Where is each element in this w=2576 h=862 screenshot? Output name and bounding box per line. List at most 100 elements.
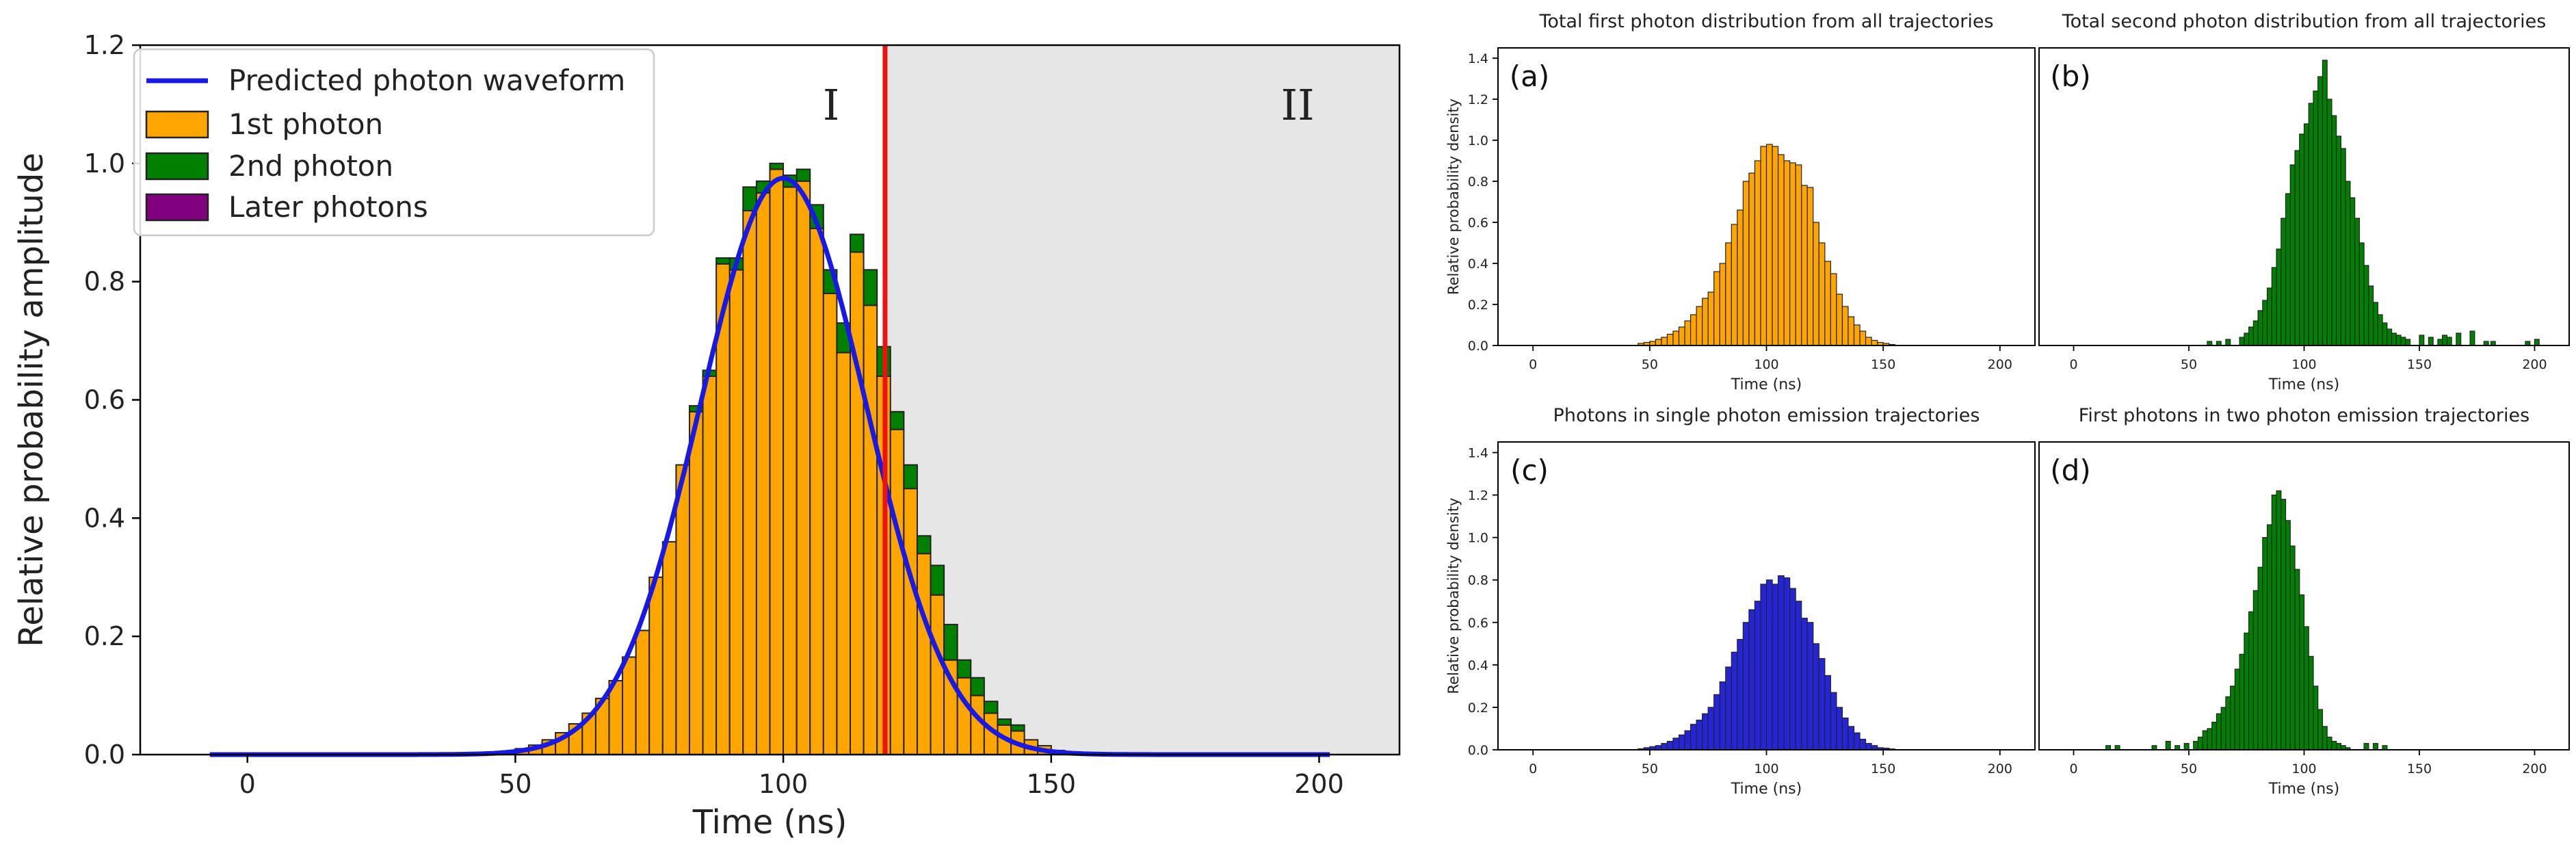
panel-a-bar: [1824, 261, 1831, 346]
bar-1st-photon: [648, 576, 663, 755]
panel-a-bar: [1830, 273, 1837, 346]
bar-2nd-photon: [943, 623, 958, 661]
panel-d-x-axis-label: Time (ns): [2268, 781, 2339, 798]
panel-b-bar: [2345, 181, 2351, 346]
panel-a-bar: [1684, 320, 1692, 346]
panel-d-bar: [2165, 740, 2171, 750]
panel-c-bar: [1836, 707, 1843, 750]
panel-c-bar: [1713, 694, 1720, 750]
panel-b-bar: [2437, 339, 2443, 346]
panel-a-bar: [1655, 339, 1662, 346]
bar-1st-photon: [688, 410, 704, 755]
y-tick-label: 0.4: [84, 503, 125, 533]
bar-1st-photon: [783, 186, 798, 755]
panel-c-bar: [1853, 732, 1861, 750]
panel-b-bar: [2257, 310, 2263, 346]
main-bars: [488, 162, 1079, 756]
bar-2nd-photon: [796, 168, 811, 182]
panel-b-bar: [2322, 60, 2328, 346]
panel-b-bar: [2391, 332, 2397, 346]
panel-d-bar: [2207, 728, 2213, 750]
panel-b-bar: [2299, 133, 2305, 346]
panel-b-bar: [2395, 335, 2402, 346]
panel-a-bar: [1836, 293, 1843, 346]
panel-b-bar: [2271, 267, 2277, 346]
panel-d-bar: [2313, 685, 2319, 750]
panel-a-y-tick-label: 0.2: [1468, 298, 1488, 313]
panel-b-bar: [2534, 339, 2540, 346]
region-label-I: I: [823, 80, 840, 130]
panel-b-bar: [2313, 90, 2319, 346]
panel-d-title: First photons in two photon emission tra…: [2079, 405, 2529, 426]
bar-1st-photon: [822, 292, 838, 755]
bar-1st-photon: [742, 209, 757, 755]
panel-c-y-tick-label: 0.0: [1468, 743, 1488, 758]
panel-b-bar: [2400, 337, 2406, 346]
panel-c-bar: [1841, 717, 1849, 750]
panel-d-x-tick-label: 100: [2291, 761, 2316, 776]
panel-b-bar: [2225, 339, 2231, 346]
panel-d-bar: [2294, 569, 2300, 750]
panel-c-x-axis-label: Time (ns): [1731, 781, 1802, 798]
panel-c-bar: [1696, 719, 1703, 750]
panel-b-x-tick-label: 0: [2069, 357, 2077, 372]
main-x-axis-label: Time (ns): [692, 803, 847, 841]
panel-d-bar: [2322, 726, 2328, 750]
panel-c-bar: [1801, 617, 1808, 750]
panel-a-title: Total first photon distribution from all…: [1538, 11, 1993, 32]
bar-2nd-photon: [715, 257, 731, 265]
legend-label-2nd-photon: 2nd photon: [228, 149, 393, 183]
panel-b-x-axis-label: Time (ns): [2268, 376, 2339, 393]
panel-c-bar: [1772, 584, 1779, 750]
panel-c-bar: [1678, 734, 1685, 750]
panel-c-bar: [1859, 738, 1867, 750]
panel-d-bar: [2331, 740, 2337, 750]
panel-c-y-tick-label: 0.6: [1468, 616, 1488, 631]
bar-2nd-photon: [889, 410, 905, 430]
panel-a-bar: [1848, 316, 1855, 346]
panel-a-x-tick-label: 100: [1754, 357, 1778, 372]
y-tick-label: 1.0: [84, 148, 125, 179]
panel-a-bar: [1789, 162, 1796, 346]
y-tick-label: 0.6: [84, 385, 125, 415]
panel-c: 0 50 100 150 200 0.0 0.2 0.4 0.6 0.8 1.0 1.2 1.4 Pho…: [1445, 405, 2036, 798]
bar-1st-photon: [889, 428, 905, 755]
panel-b-bar: [2336, 135, 2342, 346]
panel-b-label: (b): [2050, 60, 2090, 93]
panel-b-bar: [2405, 339, 2411, 346]
panel-d-bar: [2326, 736, 2332, 750]
panel-d-bar: [2317, 709, 2324, 750]
panel-d-bar: [2271, 494, 2277, 750]
panel-d-bar: [2276, 490, 2282, 750]
panel-b-bar: [2340, 148, 2346, 346]
panel-a-bar: [1661, 337, 1668, 346]
bar-1st-photon: [956, 677, 972, 755]
panel-c-x-tick-label: 50: [1642, 761, 1658, 776]
panel-b-x-tick-label: 200: [2522, 357, 2547, 372]
panel-b-bar: [2358, 242, 2365, 346]
panel-d-bar: [2289, 545, 2296, 750]
panel-c-bar: [1684, 730, 1692, 750]
panel-b-bar: [2456, 332, 2462, 346]
panel-a-y-tick-label: 1.4: [1468, 51, 1488, 66]
panel-c-title: Photons in single photon emission trajec…: [1553, 405, 1980, 426]
panel-d-bar: [2266, 524, 2272, 750]
region-label-II: II: [1281, 80, 1315, 130]
panel-a-bars: [1638, 144, 1895, 346]
panel-a-y-tick-label: 0.6: [1468, 216, 1488, 231]
panel-b-x-tick-label: 50: [2181, 357, 2197, 372]
panel-c-x-tick-label: 0: [1529, 761, 1537, 776]
bar-2nd-photon: [850, 233, 865, 253]
legend-frame: [133, 48, 655, 237]
main-y-axis-label: Relative probability amplitude: [12, 153, 51, 647]
panel-d-x-tick-label: 150: [2407, 761, 2432, 776]
panel-b-bar: [2372, 302, 2378, 346]
panel-a-bar: [1696, 306, 1703, 346]
panel-b-bar: [2244, 332, 2250, 346]
x-tick-label: 0: [239, 769, 256, 799]
panel-d-bar: [2372, 743, 2378, 750]
bar-2nd-photon: [930, 564, 945, 596]
panel-a-y-tick-label: 1.2: [1468, 92, 1488, 107]
panel-c-bar: [1742, 622, 1750, 750]
